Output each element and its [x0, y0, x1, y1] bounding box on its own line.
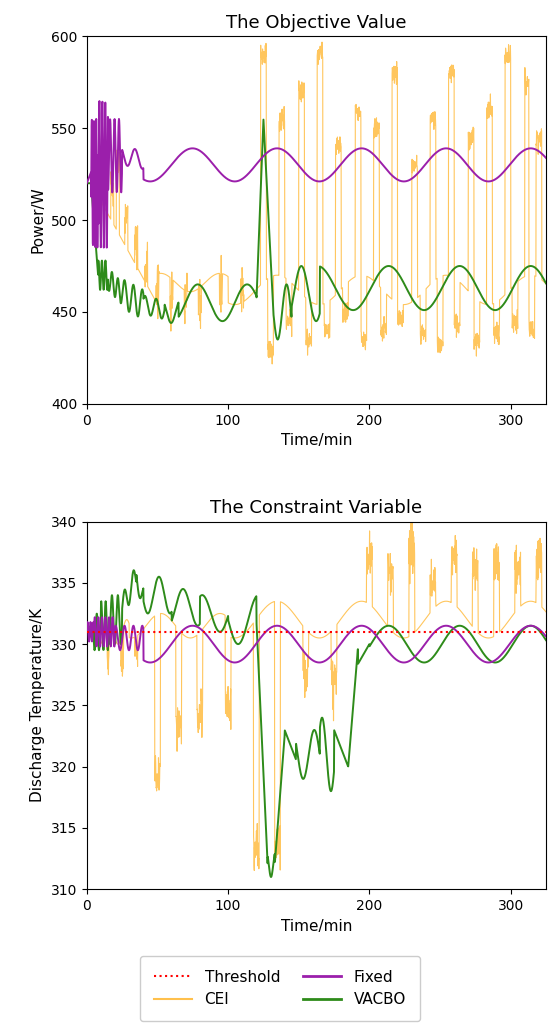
- Title: The Objective Value: The Objective Value: [226, 13, 407, 32]
- Legend: Threshold, CEI, Fixed, VACBO: Threshold, CEI, Fixed, VACBO: [141, 956, 419, 1022]
- Y-axis label: Power/W: Power/W: [30, 187, 45, 253]
- Y-axis label: Discharge Temperature/K: Discharge Temperature/K: [30, 608, 45, 802]
- Title: The Constraint Variable: The Constraint Variable: [211, 499, 422, 517]
- X-axis label: Time/min: Time/min: [281, 918, 352, 934]
- X-axis label: Time/min: Time/min: [281, 433, 352, 448]
